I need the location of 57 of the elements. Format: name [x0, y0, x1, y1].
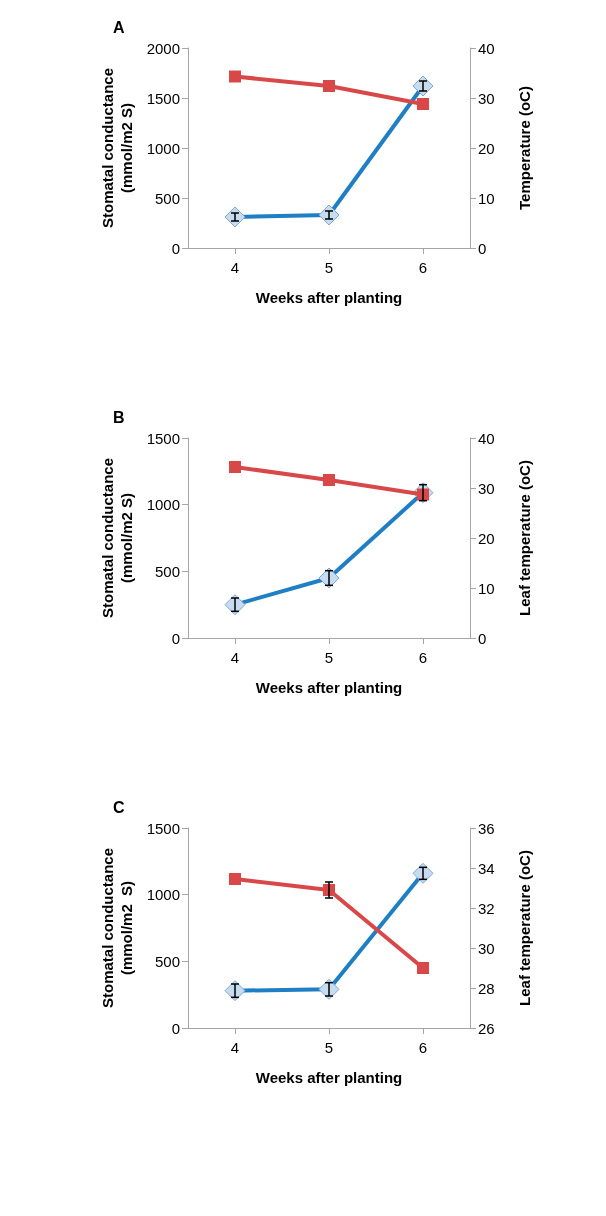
x-tick-label: 6 [418, 1039, 428, 1056]
y2-tick-label: 30 [478, 89, 495, 107]
x-axis-title: Weeks after planting [255, 679, 403, 696]
y2-tick-label: 10 [478, 579, 495, 597]
point [323, 474, 335, 486]
y2-axis-title: Leaf temperature (oC) [516, 850, 533, 1006]
y-tick-label: 1000 [146, 886, 180, 904]
x-tick-label: 4 [230, 649, 240, 666]
y2-tick-label: 0 [478, 629, 487, 647]
chart-title: C [113, 798, 125, 816]
y-axis-title: Stomatal conductance (mmol/m2 S) [99, 67, 135, 229]
y2-tick-label: 32 [478, 899, 495, 917]
y2-tick-label: 36 [478, 819, 495, 837]
y-axis-title: Stomatal conductance (mmol/m2 S) [99, 457, 135, 619]
y2-tick-label: 30 [478, 939, 495, 957]
y2-axis-title: Temperature (oC) [516, 86, 533, 210]
y-tick-label: 1500 [146, 429, 180, 447]
chart-title: B [113, 408, 125, 426]
y-tick-label: 500 [154, 189, 180, 207]
y2-tick-label: 20 [478, 529, 495, 547]
y-tick-label: 0 [171, 629, 180, 647]
x-tick-label: 5 [324, 259, 334, 276]
x-axis-title: Weeks after planting [255, 1069, 403, 1086]
y2-tick-label: 20 [478, 139, 495, 157]
y2-tick-label: 40 [478, 429, 495, 447]
y-tick-label: 500 [154, 952, 180, 970]
y2-tick-label: 0 [478, 239, 487, 257]
chart-title: A [113, 18, 125, 36]
point [323, 80, 335, 92]
y2-axis-title: Leaf temperature (oC) [516, 460, 533, 616]
x-axis-title: Weeks after planting [255, 289, 403, 306]
x-tick-label: 5 [324, 649, 334, 666]
x-tick-label: 4 [230, 259, 240, 276]
y-tick-label: 1000 [146, 496, 180, 514]
point [229, 461, 241, 473]
y-tick-label: 1500 [146, 819, 180, 837]
y-tick-label: 2000 [146, 39, 180, 57]
point [229, 70, 241, 83]
point [417, 962, 429, 974]
y2-tick-label: 26 [478, 1019, 495, 1037]
point [229, 873, 241, 885]
y2-tick-label: 30 [478, 479, 495, 497]
y-tick-label: 500 [154, 562, 180, 580]
point [417, 98, 429, 110]
y-axis-title: Stomatal conductance (mmol/m2 S) [99, 847, 135, 1009]
y-tick-label: 0 [171, 1019, 180, 1037]
x-tick-label: 6 [418, 649, 428, 666]
y2-tick-label: 10 [478, 189, 495, 207]
x-tick-label: 5 [324, 1039, 334, 1056]
y-tick-label: 0 [171, 239, 180, 257]
y-tick-label: 1500 [146, 89, 180, 107]
x-tick-label: 6 [418, 259, 428, 276]
y2-tick-label: 28 [478, 979, 495, 997]
y2-tick-label: 34 [478, 859, 495, 877]
x-tick-label: 4 [230, 1039, 240, 1056]
y2-tick-label: 40 [478, 39, 495, 57]
y-tick-label: 1000 [146, 139, 180, 157]
